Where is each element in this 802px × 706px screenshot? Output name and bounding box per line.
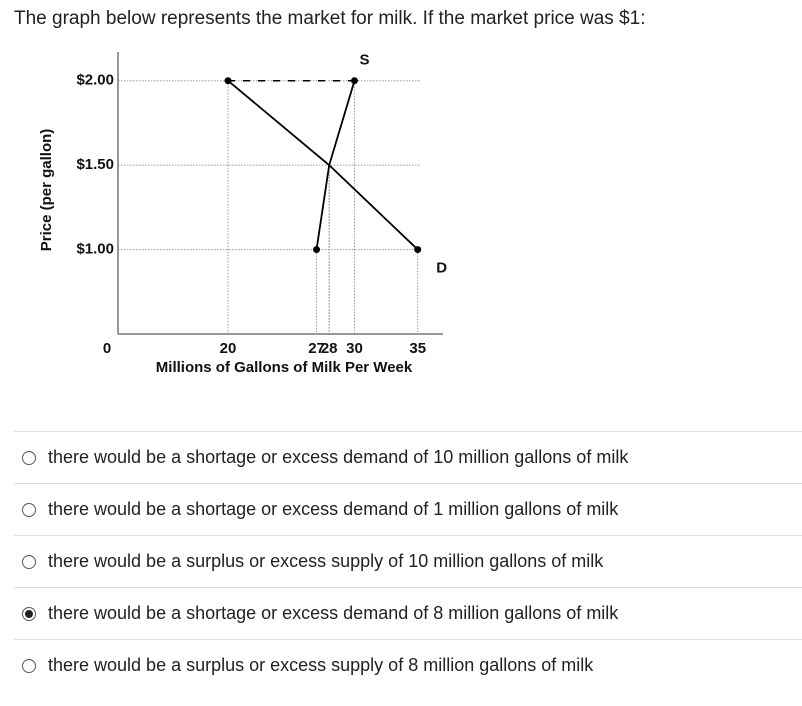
radio-button[interactable] bbox=[22, 502, 36, 517]
radio-button[interactable] bbox=[22, 658, 36, 673]
option-text: there would be a surplus or excess suppl… bbox=[48, 655, 594, 675]
x-tick-label: 20 bbox=[220, 340, 237, 357]
option[interactable]: there would be a shortage or excess dema… bbox=[14, 431, 802, 483]
y-tick-label: $1.00 bbox=[76, 241, 114, 258]
series-label: D bbox=[436, 260, 447, 277]
radio-button[interactable] bbox=[22, 606, 36, 621]
series-line bbox=[315, 80, 356, 250]
radio-button[interactable] bbox=[22, 554, 36, 569]
option-text: there would be a surplus or excess suppl… bbox=[48, 551, 604, 571]
option-text: there would be a shortage or excess dema… bbox=[48, 603, 619, 623]
x-tick-label: 30 bbox=[346, 340, 363, 357]
option[interactable]: there would be a surplus or excess suppl… bbox=[14, 535, 802, 587]
series-label: S bbox=[359, 52, 369, 69]
point bbox=[224, 77, 232, 85]
radio-button[interactable] bbox=[22, 450, 36, 465]
option[interactable]: there would be a shortage or excess dema… bbox=[14, 587, 802, 639]
options: there would be a shortage or excess dema… bbox=[14, 431, 802, 691]
point bbox=[313, 246, 321, 254]
y-tick-label: $1.50 bbox=[76, 156, 114, 173]
point bbox=[350, 77, 358, 85]
x-axis-title: Millions of Gallons of Milk Per Week bbox=[156, 359, 413, 376]
y-tick-label: $2.00 bbox=[76, 72, 114, 89]
question: The graph below represents the market fo… bbox=[14, 8, 646, 29]
x-tick-label: 27 bbox=[308, 340, 325, 357]
origin-label: 0 bbox=[103, 340, 111, 357]
y-axis-title: Price (per gallon) bbox=[38, 129, 55, 252]
x-tick-label: 28 bbox=[321, 340, 338, 357]
option-text: there would be a shortage or excess dema… bbox=[48, 499, 619, 519]
option[interactable]: there would be a shortage or excess dema… bbox=[14, 483, 802, 535]
option-text: there would be a shortage or excess dema… bbox=[48, 447, 629, 467]
option[interactable]: there would be a surplus or excess suppl… bbox=[14, 639, 802, 691]
x-tick-label: 35 bbox=[409, 340, 426, 357]
point bbox=[414, 246, 422, 254]
